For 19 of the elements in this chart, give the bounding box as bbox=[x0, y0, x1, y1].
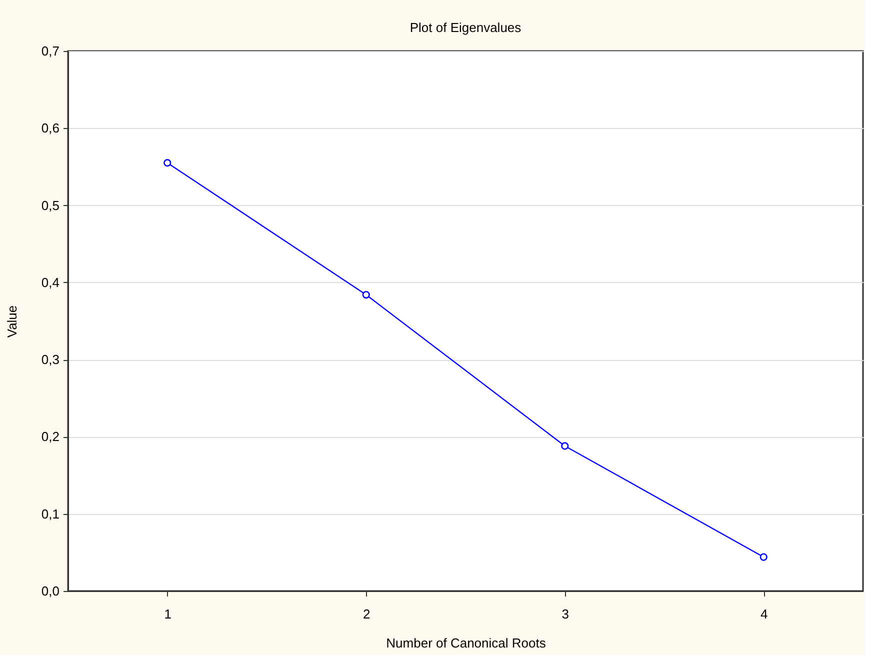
point bbox=[164, 159, 172, 167]
chart-title: Plot of Eigenvalues bbox=[410, 20, 522, 35]
y-tick-label: 0,1 bbox=[41, 506, 60, 522]
y-tick-label: 0,2 bbox=[41, 429, 60, 444]
x-tick-label: 2 bbox=[363, 606, 370, 622]
x-tick-label: 1 bbox=[164, 606, 172, 622]
y-tick-label: 0,7 bbox=[41, 44, 60, 58]
y-tick-label: 0,4 bbox=[41, 274, 60, 290]
x-tick-label: 4 bbox=[760, 606, 768, 622]
y-axis-title: Value bbox=[4, 305, 20, 338]
x-axis-title: Number of Canonical Roots bbox=[386, 636, 546, 650]
point bbox=[362, 290, 370, 299]
x-tick-label: 3 bbox=[562, 606, 569, 622]
y-tick-label: 0,3 bbox=[41, 352, 60, 368]
point bbox=[760, 553, 768, 561]
y-tick-label: 0,5 bbox=[41, 198, 60, 213]
point bbox=[561, 442, 569, 450]
y-tick-label: 0,6 bbox=[41, 120, 60, 136]
y-tick-label: 0,0 bbox=[41, 584, 60, 598]
